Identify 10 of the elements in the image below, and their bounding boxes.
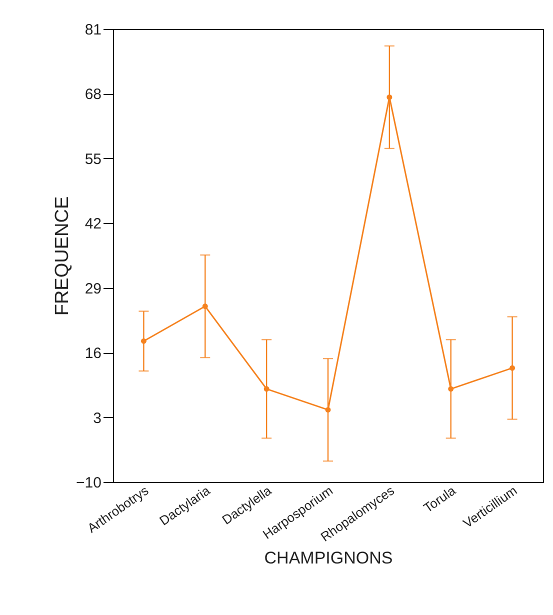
y-tick-label: 68 [84,86,102,104]
y-axis-title: FREQUENCE [52,196,74,316]
x-axis-title: CHAMPIGNONS [264,548,393,568]
y-tick-label: 29 [84,280,102,298]
y-tick-label: 3 [93,410,102,427]
y-tick-label: 16 [84,345,102,362]
y-tick-label: 81 [84,22,102,38]
y-tick-label: 42 [84,216,102,233]
y-tick-label: −10 [76,474,102,492]
y-tick-label: 55 [84,150,102,168]
